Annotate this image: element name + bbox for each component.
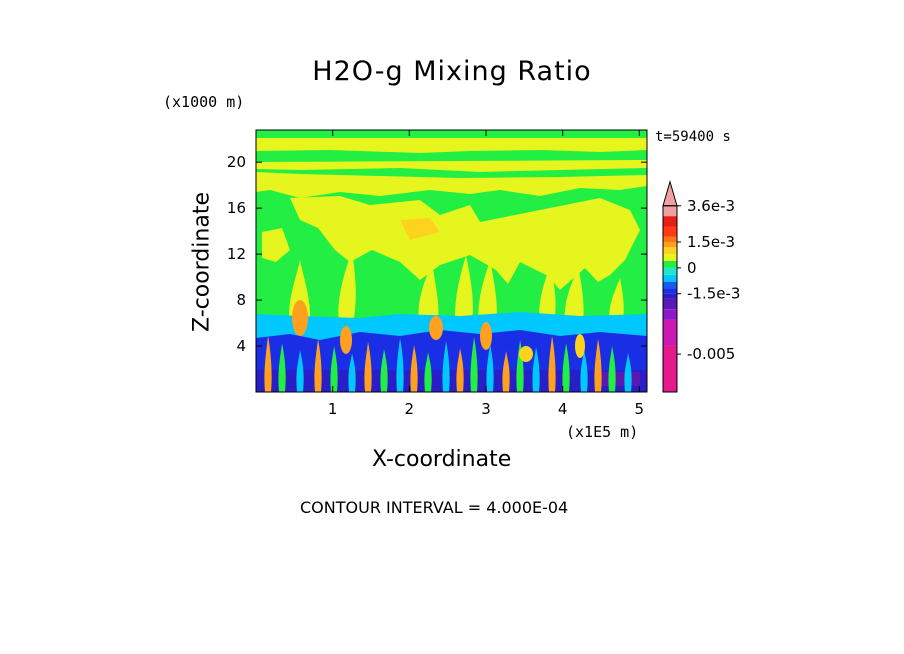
colorbar-segment (663, 242, 677, 248)
colorbar-segment (663, 226, 677, 237)
colorbar-segment (663, 345, 677, 392)
x-axis-scale-label: (x1E5 m) (566, 423, 639, 441)
contour-interval-annotation: CONTOUR INTERVAL = 4.000E-04 (300, 498, 569, 517)
heatmap-field (256, 130, 647, 392)
field-orange-core (480, 322, 492, 350)
colorbar-segment (663, 205, 677, 217)
colorbar: 3.6e-3 1.5e-3 0 -1.5e-3 -0.005 (662, 180, 740, 393)
colorbar-segment (663, 260, 677, 268)
colorbar-label: 1.5e-3 (687, 233, 735, 251)
plot-frame (255, 129, 648, 393)
colorbar-segment (663, 281, 677, 289)
colorbar-segment (663, 288, 677, 294)
x-axis: 1 2 3 4 5 (328, 130, 644, 418)
colorbar-label: -1.5e-3 (687, 285, 740, 303)
y-tick-label: 16 (227, 199, 246, 217)
field-orange-core (575, 334, 585, 358)
field-orange-core (292, 300, 308, 336)
field-plume-low (502, 351, 510, 392)
y-tick-label: 12 (227, 245, 246, 263)
field-yellow-region (290, 196, 640, 290)
x-tick-label: 5 (635, 400, 645, 418)
colorbar-segment (663, 293, 677, 299)
y-tick-label: 8 (236, 291, 246, 309)
x-tick-label: 4 (558, 400, 568, 418)
x-tick-label: 2 (405, 400, 415, 418)
field-plume-low (364, 342, 372, 392)
colorbar-label: 0 (687, 259, 697, 277)
x-axis-label: X-coordinate (372, 447, 512, 472)
field-plume-low (348, 353, 356, 392)
field-plume-low (470, 337, 478, 392)
field-plume-low (330, 346, 338, 392)
field-plume-low (562, 343, 570, 392)
field-upper-band (256, 160, 647, 172)
field-yellow-region (262, 228, 290, 262)
field-plume-low (594, 339, 602, 392)
field-plume (338, 250, 356, 330)
colorbar-segment (663, 274, 677, 282)
field-plume-low (278, 343, 286, 392)
field-plume-low (424, 352, 432, 392)
colorbar-arrow (662, 180, 678, 207)
chart-title: H2O-g Mixing Ratio (312, 56, 592, 87)
time-label: t=59400 s (655, 129, 731, 145)
x-tick-label: 1 (328, 400, 338, 418)
field-plume-low (580, 350, 588, 392)
colorbar-segment (663, 298, 677, 310)
field-plume (455, 255, 473, 330)
field-upper-band (256, 172, 647, 198)
colorbar-segment (663, 216, 677, 227)
field-orange-core (340, 326, 352, 354)
field-orange-core (519, 346, 533, 362)
y-axis-scale-label: (x1000 m) (163, 93, 245, 111)
field-orange-core (429, 316, 443, 340)
colorbar-segment (663, 236, 677, 242)
y-tick-label: 4 (236, 337, 246, 355)
field-plume-low (532, 347, 540, 392)
field-plume-low (608, 346, 616, 392)
colorbar-segment (663, 267, 677, 275)
colorbar-label: 3.6e-3 (687, 197, 735, 215)
field-plume-low (264, 336, 272, 392)
colorbar-segment (663, 309, 677, 320)
field-upper-band (256, 138, 647, 153)
x-tick-label: 3 (481, 400, 491, 418)
y-tick-label: 20 (227, 153, 246, 171)
field-plume-low (456, 348, 464, 392)
colorbar-label: -0.005 (687, 345, 735, 363)
colorbar-segment (663, 254, 677, 261)
field-plume-low (380, 349, 388, 392)
field-plume-low (396, 338, 404, 392)
field-plume-low (296, 350, 304, 392)
colorbar-frame (662, 205, 678, 393)
field-plume-low (314, 339, 322, 392)
field-plume-low (548, 336, 556, 392)
field-plume-low (486, 344, 494, 392)
field-yellow-region (400, 218, 440, 240)
colorbar-segment (663, 247, 677, 255)
field-purple-patch (600, 372, 640, 386)
field-plume-low (624, 353, 632, 392)
y-axis: 4 8 12 16 20 (227, 153, 647, 355)
colorbar-segment (663, 319, 677, 346)
field-plume-low (410, 345, 418, 392)
field-plume-low (442, 341, 450, 392)
